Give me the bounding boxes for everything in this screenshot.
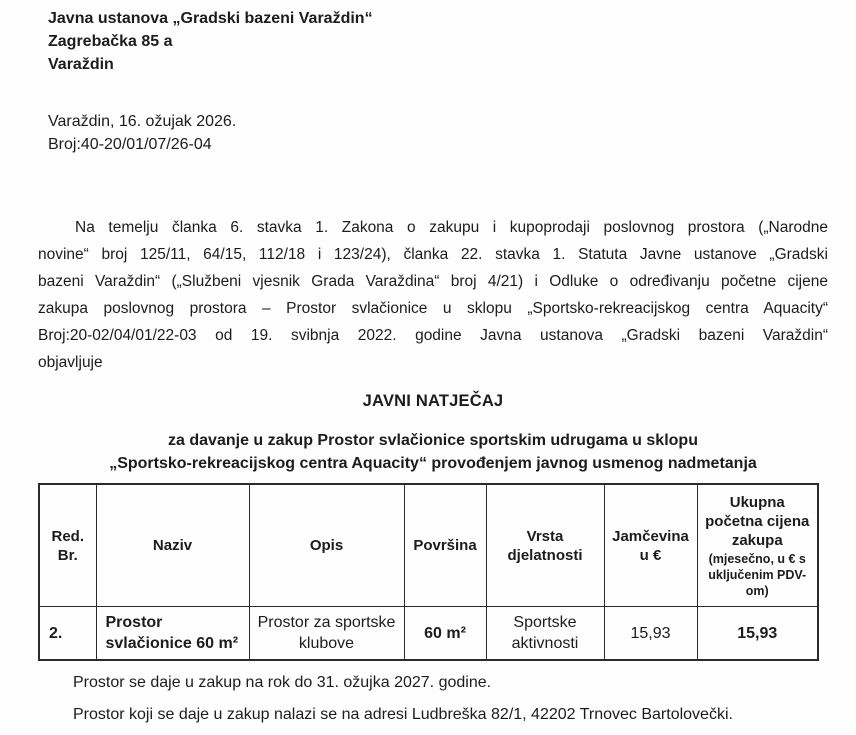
cell-area: 60 m² — [403, 606, 487, 661]
cell-deposit: 15,93 — [603, 606, 698, 661]
intro-line: Na temelju članka 6. stavka 1. Zakona o … — [75, 219, 828, 236]
reference-number: Broj:40-20/01/07/26-04 — [48, 136, 212, 153]
intro-line: bazeni Varaždin“ („Službeni vjesnik Grad… — [38, 273, 828, 290]
table-row: 2. Prostor svlačionice 60 m² Prostor za … — [38, 606, 819, 661]
col-header-naziv: Naziv — [95, 483, 250, 607]
cell-activity-type: Sportske aktivnosti — [485, 606, 605, 661]
intro-line: Broj:20-02/04/01/22-03 od 19. svibnja 20… — [38, 327, 828, 344]
col-header-ukupna-cijena: Ukupna početna cijena zakupa (mjesečno, … — [696, 483, 819, 607]
sender-city: Varaždin — [48, 56, 114, 73]
col-header-povrsina: Površina — [403, 483, 487, 607]
col-header-ukupna-cijena-main: Ukupna početna cijena zakupa — [705, 493, 810, 549]
subtitle-line-2: „Sportsko-rekreacijskog centra Aquacity“… — [109, 455, 757, 472]
sender-name: Javna ustanova „Gradski bazeni Varaždin“ — [48, 10, 373, 27]
subtitle-line-1: za davanje u zakup Prostor svlačionice s… — [168, 432, 698, 449]
document-title: JAVNI NATJEČAJ — [362, 392, 504, 410]
intro-paragraph: Na temelju članka 6. stavka 1. Zakona o … — [38, 214, 828, 376]
place-date: Varaždin, 16. ožujak 2026. — [48, 113, 237, 130]
col-header-red-br: Red. Br. — [38, 483, 97, 607]
cell-description: Prostor za sportske klubove — [248, 606, 405, 661]
closing-line-2: Prostor koji se daje u zakup nalazi se n… — [73, 706, 733, 723]
intro-line: zakupa poslovnog prostora – Prostor svla… — [38, 300, 828, 317]
date-block: Varaždin, 16. ožujak 2026. Broj:40-20/01… — [48, 110, 236, 156]
offers-table-container: Red. Br. Naziv Opis Površina Vrsta djela… — [38, 483, 819, 661]
sender-block: Javna ustanova „Gradski bazeni Varaždin“… — [48, 7, 373, 76]
col-header-ukupna-cijena-sub: (mjesečno, u € s uključenim PDV-om) — [708, 551, 807, 598]
col-header-opis: Opis — [248, 483, 405, 607]
cell-ordinal: 2. — [38, 606, 97, 661]
cell-name: Prostor svlačionice 60 m² — [95, 606, 250, 661]
document-subtitle: za davanje u zakup Prostor svlačionice s… — [38, 429, 828, 475]
offers-table: Red. Br. Naziv Opis Površina Vrsta djela… — [38, 483, 819, 661]
intro-line: objavljuje — [38, 354, 103, 371]
table-header-row: Red. Br. Naziv Opis Površina Vrsta djela… — [38, 483, 819, 607]
col-header-vrsta-djelatnosti: Vrsta djelatnosti — [485, 483, 605, 607]
intro-line: novine“ broj 125/11, 64/15, 112/18 i 123… — [38, 246, 828, 263]
closing-line-1: Prostor se daje u zakup na rok do 31. ož… — [73, 674, 492, 691]
cell-starting-price: 15,93 — [696, 606, 819, 661]
sender-address: Zagrebačka 85 a — [48, 33, 173, 50]
col-header-jamcevina: Jamčevina u € — [603, 483, 698, 607]
